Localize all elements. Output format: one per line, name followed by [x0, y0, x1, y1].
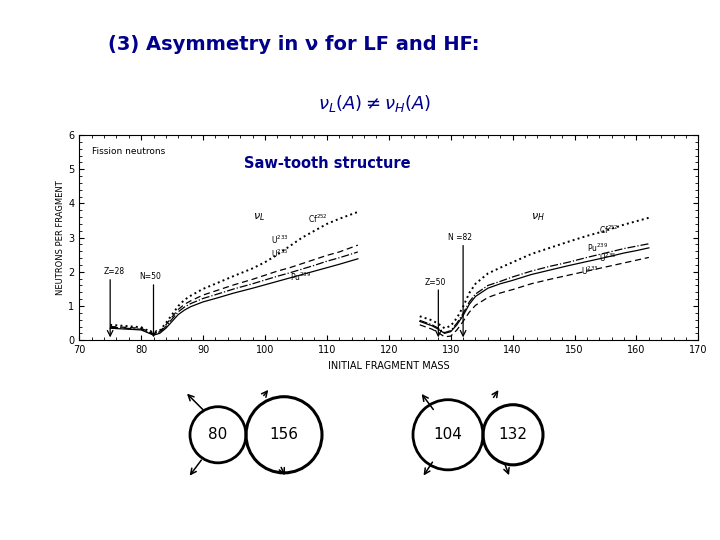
- Text: $\nu_H$: $\nu_H$: [531, 211, 545, 222]
- Text: Pu$^{239}$: Pu$^{239}$: [289, 271, 311, 284]
- Text: Cf$^{252}$: Cf$^{252}$: [308, 213, 328, 225]
- Text: (3) Asymmetry in ν for LF and HF:: (3) Asymmetry in ν for LF and HF:: [108, 35, 480, 53]
- Text: U$^{233}$: U$^{233}$: [581, 265, 598, 277]
- Text: N =82: N =82: [448, 233, 472, 242]
- Text: Z=28: Z=28: [104, 267, 125, 275]
- Text: U$^{233}$: U$^{233}$: [271, 233, 289, 246]
- Text: Fission neutrons: Fission neutrons: [91, 147, 165, 156]
- Text: 156: 156: [269, 427, 299, 442]
- Text: 80: 80: [208, 427, 228, 442]
- Text: Z=50: Z=50: [425, 278, 446, 287]
- Text: U$^{235}$: U$^{235}$: [599, 252, 616, 264]
- Text: $\nu_L(A) \neq \nu_H(A)$: $\nu_L(A) \neq \nu_H(A)$: [318, 93, 431, 114]
- Text: Pu$^{239}$: Pu$^{239}$: [587, 241, 608, 254]
- Text: 132: 132: [498, 427, 528, 442]
- X-axis label: INITIAL FRAGMENT MASS: INITIAL FRAGMENT MASS: [328, 361, 449, 370]
- Text: N=50: N=50: [140, 272, 161, 281]
- Y-axis label: NEUTRONS PER FRAGMENT: NEUTRONS PER FRAGMENT: [56, 180, 66, 295]
- Text: U$^{235}$: U$^{235}$: [271, 248, 289, 260]
- Text: $\nu_L$: $\nu_L$: [253, 211, 265, 222]
- Text: Saw-tooth structure: Saw-tooth structure: [243, 156, 410, 171]
- Text: 104: 104: [433, 427, 462, 442]
- Text: Cf$^{252}$: Cf$^{252}$: [599, 224, 619, 236]
